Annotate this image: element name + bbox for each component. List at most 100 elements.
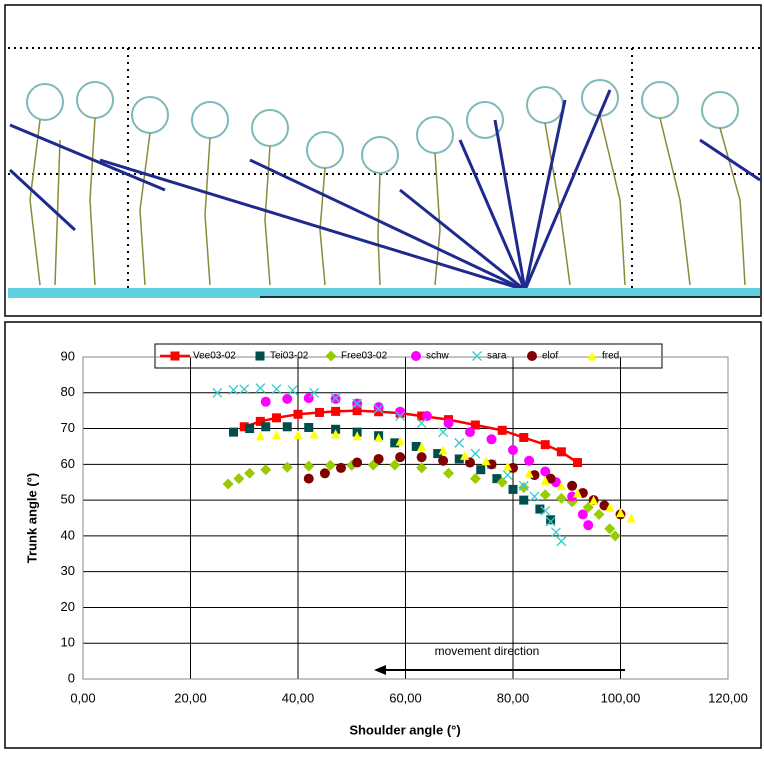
marker — [609, 530, 621, 542]
marker — [293, 409, 303, 419]
marker — [573, 458, 582, 468]
grid: 0 10 20 30 40 50 60 70 80 90 0,00 20,00 40,00 60,00 80… — [61, 348, 748, 705]
x-axis-label: Shoulder angle (°) — [349, 722, 460, 737]
marker — [573, 488, 582, 498]
y-tick-label: 10 — [61, 635, 75, 650]
marker — [255, 431, 265, 441]
marker — [486, 459, 497, 470]
marker — [352, 431, 362, 441]
marker — [460, 450, 470, 460]
marker — [331, 424, 341, 434]
marker — [287, 385, 298, 396]
marker — [352, 398, 363, 409]
marker — [604, 523, 616, 535]
x-tick-label: 80,00 — [497, 690, 530, 705]
marker — [519, 495, 529, 505]
marker — [304, 422, 314, 432]
marker — [222, 478, 234, 490]
marker — [539, 489, 551, 501]
marker — [497, 425, 507, 435]
x-tick-label: 0,00 — [70, 690, 95, 705]
marker — [352, 406, 362, 416]
marker — [555, 492, 567, 504]
marker — [519, 433, 529, 442]
marker — [260, 464, 272, 476]
marker — [518, 480, 529, 491]
marker — [315, 407, 324, 417]
marker — [492, 474, 502, 484]
y-tick-label: 90 — [61, 348, 75, 363]
marker — [245, 424, 255, 434]
marker — [395, 452, 406, 463]
marker — [411, 441, 421, 451]
marker — [465, 427, 475, 438]
marker — [524, 455, 535, 466]
y-tick-label: 50 — [61, 492, 75, 507]
marker — [545, 516, 556, 527]
marker — [529, 491, 540, 502]
marker — [417, 411, 427, 421]
marker — [443, 418, 454, 429]
legend-label: sara — [487, 351, 507, 362]
marker — [260, 396, 271, 407]
marker — [272, 413, 281, 423]
marker — [472, 351, 482, 361]
marker — [545, 473, 556, 484]
marker — [422, 411, 432, 422]
marker — [390, 438, 400, 448]
legend-label: fred — [602, 351, 619, 362]
marker — [309, 387, 320, 398]
marker — [303, 473, 314, 484]
legend-box — [154, 343, 663, 369]
marker — [605, 502, 615, 512]
plot-frame — [82, 356, 729, 680]
marker — [229, 427, 238, 437]
legend-marker — [170, 351, 180, 361]
y-tick-label: 30 — [61, 563, 75, 578]
marker — [438, 427, 449, 438]
legend-label: Tei03-02 — [270, 351, 309, 362]
marker — [443, 467, 454, 479]
x-tick-label: 120,00 — [708, 690, 748, 705]
marker — [577, 509, 588, 520]
marker — [567, 480, 578, 491]
legend-label: elof — [542, 351, 558, 362]
marker — [239, 384, 250, 395]
marker — [540, 440, 550, 450]
marks — [212, 383, 636, 547]
x-tick-label: 60,00 — [389, 690, 422, 705]
marker — [389, 459, 401, 471]
y-tick-label: 40 — [61, 527, 75, 542]
marker — [524, 468, 534, 478]
marker — [470, 448, 481, 459]
marker — [583, 520, 594, 531]
marker — [546, 515, 556, 525]
marker — [527, 351, 537, 361]
marker — [518, 482, 530, 494]
marker — [255, 416, 265, 426]
marker — [454, 437, 465, 448]
marker — [255, 351, 265, 361]
arrow-head — [374, 665, 386, 675]
marker — [556, 481, 566, 491]
marker — [589, 495, 599, 505]
y-tick-label: 70 — [61, 420, 75, 435]
y-axis-label: Trunk angle (°) — [24, 473, 39, 563]
marker — [486, 434, 497, 445]
marker — [374, 433, 384, 442]
marker — [331, 406, 341, 416]
x-tick-label: 20,00 — [174, 690, 207, 705]
marker — [481, 456, 491, 466]
marker — [352, 457, 363, 468]
marker — [508, 484, 518, 494]
marker — [417, 441, 427, 451]
marker — [616, 508, 625, 518]
marker — [416, 452, 427, 463]
marker — [395, 411, 406, 421]
y-tick-label: 20 — [61, 599, 75, 614]
photo-panel — [4, 4, 762, 317]
marker — [212, 387, 223, 398]
y-tick-label: 80 — [61, 384, 75, 399]
x-tick-label: 40,00 — [282, 690, 315, 705]
